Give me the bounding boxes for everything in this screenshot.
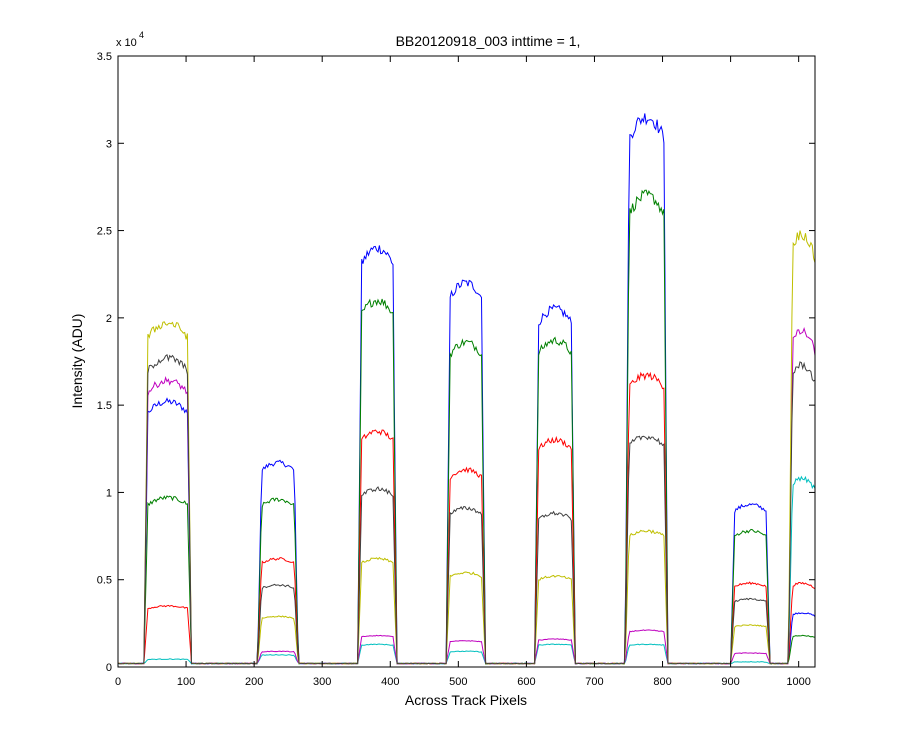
plot-area [117,55,816,668]
y-tick-label: 3 [106,138,112,150]
y-tick-label: 0.5 [97,575,112,587]
y-exponent-power: 4 [139,30,144,40]
y-tick-label: 2 [106,313,112,325]
x-tick-label: 1000 [786,676,810,688]
series-line-7 [117,353,816,665]
x-tick-label: 800 [653,676,671,688]
y-tick-label: 0 [106,662,112,674]
series-layer [117,113,816,665]
chart-title: BB20120918_003 inttime = 1, [396,33,581,49]
y-tick-label: 1 [106,487,112,499]
x-axis-ticks: 0 100 200 300 400 500 600 700 800 900 1000 [115,56,811,688]
y-tick-label: 2.5 [97,226,112,238]
x-tick-label: 600 [517,676,535,688]
plot-border [117,55,816,668]
x-tick-label: 200 [245,676,263,688]
y-exponent-base: x 10 [116,37,137,49]
plot-frame [118,56,815,667]
y-axis-ticks: 0 0.5 1 1.5 2 2.5 3 3.5 [97,51,815,674]
x-tick-label: 400 [381,676,399,688]
x-axis-label: Across Track Pixels [405,692,527,708]
x-tick-label: 0 [115,676,121,688]
x-tick-label: 700 [585,676,603,688]
y-tick-label: 3.5 [97,51,112,63]
y-axis-label: Intensity (ADU) [69,314,85,409]
x-tick-label: 900 [721,676,739,688]
y-tick-label: 1.5 [97,400,112,412]
x-tick-label: 300 [313,676,331,688]
x-tick-label: 500 [449,676,467,688]
x-tick-label: 100 [177,676,195,688]
